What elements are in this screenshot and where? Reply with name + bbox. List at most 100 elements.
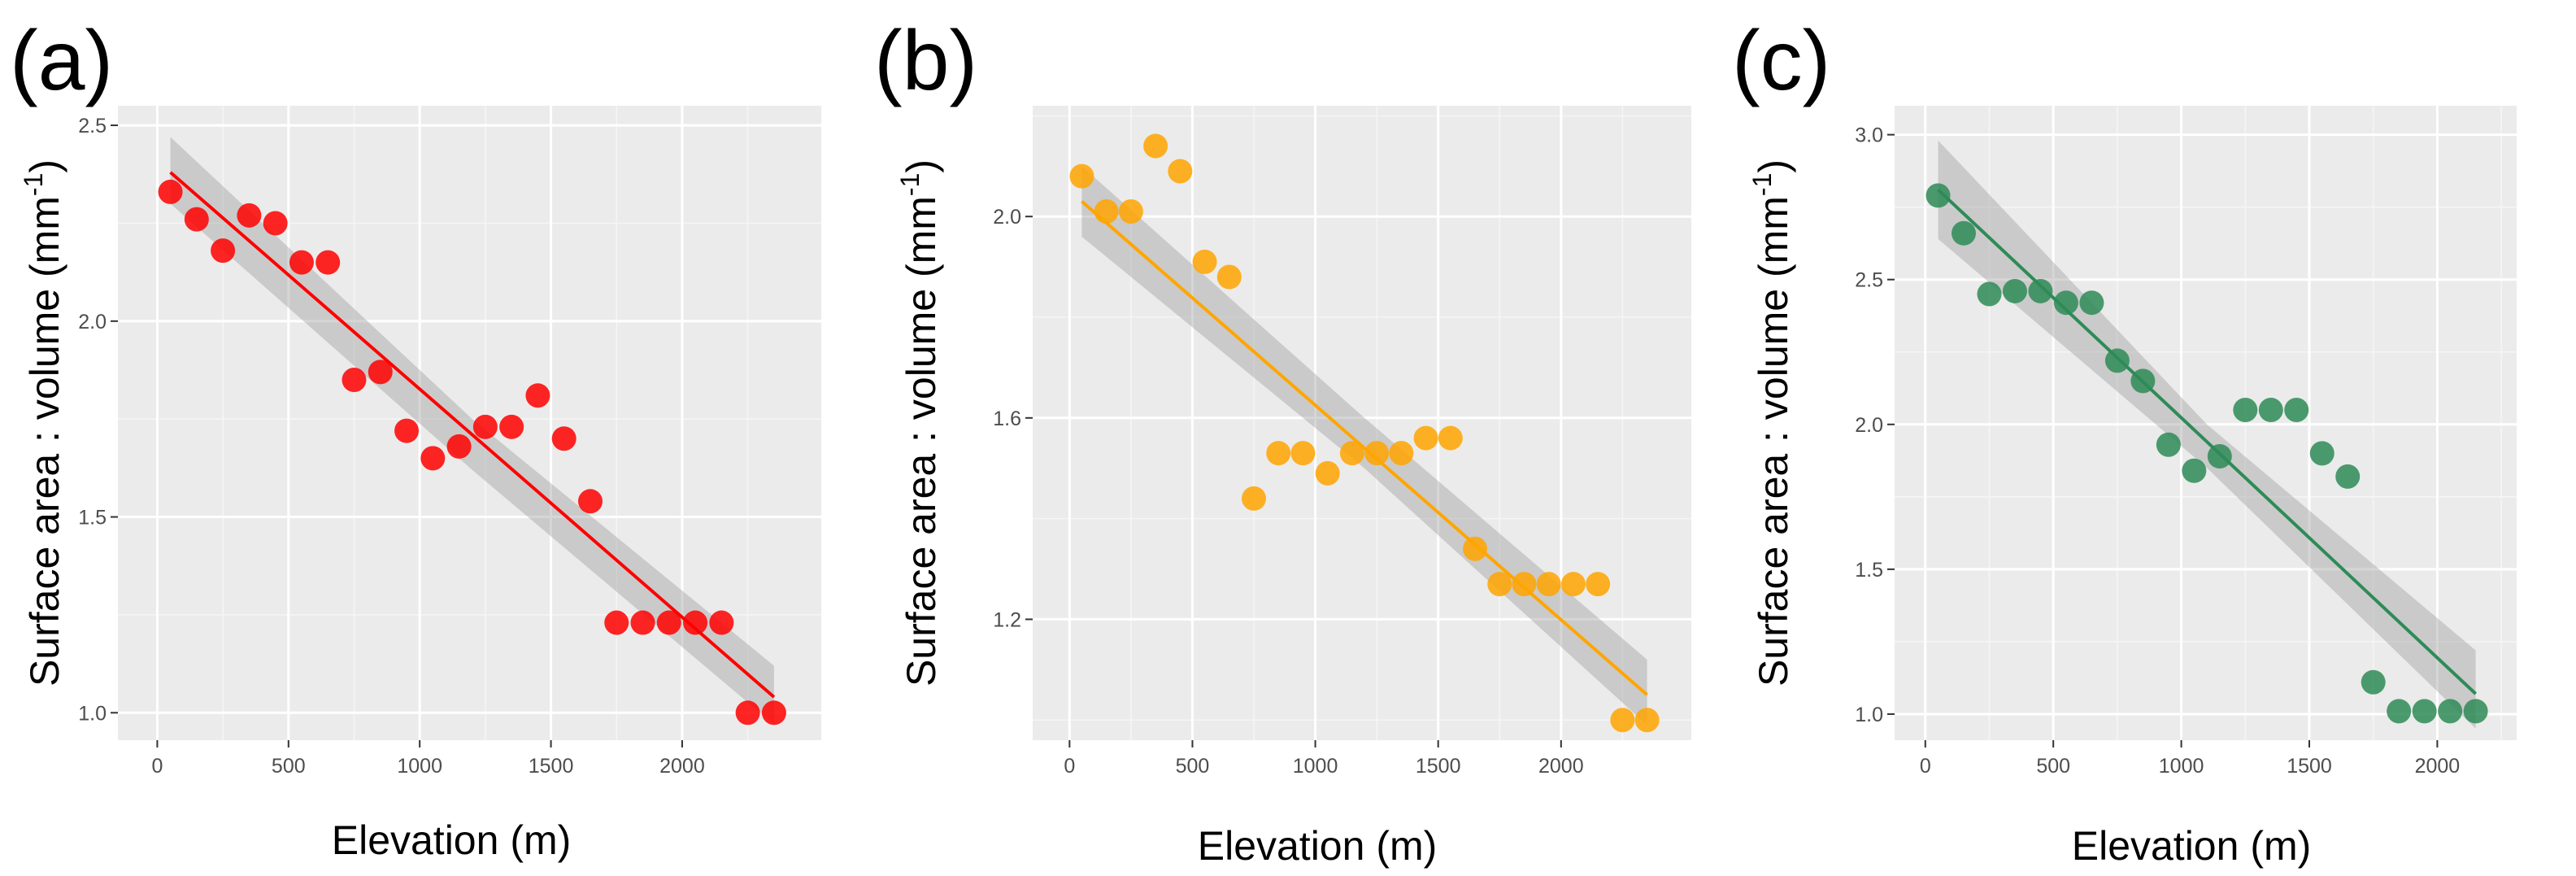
x-axis-title: Elevation (m)	[1198, 823, 1438, 869]
x-tick-label: 1500	[1416, 755, 1461, 778]
y-axis-title-close: )	[1751, 159, 1796, 173]
confidence-band	[1938, 140, 2476, 729]
data-point	[1389, 441, 1414, 466]
y-axis-title: Surface area : volume (mm-1)	[1747, 159, 1796, 686]
data-point	[368, 360, 393, 385]
data-point	[263, 211, 288, 236]
data-point	[1925, 183, 1951, 208]
data-point	[761, 700, 786, 726]
x-tick-label: 1000	[2159, 755, 2204, 778]
data-point	[2079, 290, 2104, 316]
data-point	[2438, 699, 2463, 724]
y-axis-title-superscript: -1	[895, 173, 925, 196]
data-point	[735, 700, 760, 726]
data-point	[2463, 699, 2488, 724]
data-point	[2207, 443, 2232, 469]
data-point	[1560, 572, 1586, 597]
data-point	[1339, 441, 1364, 466]
data-point	[2182, 458, 2207, 483]
chart-panel-a: 0 500 1000 1500 2000 1.0 1.5 2.0 2.5 (a) Elevation…	[10, 14, 821, 863]
y-tick-label: 2.0	[1855, 414, 1883, 437]
data-point	[2361, 669, 2386, 695]
data-point	[1192, 249, 1217, 274]
regression-line	[1081, 200, 1648, 696]
y-tick-label: 2.0	[993, 206, 1021, 229]
data-point	[683, 610, 708, 635]
data-point	[1438, 425, 1463, 451]
y-tick-label: 2.5	[78, 115, 107, 137]
x-tick-label: 0	[1064, 755, 1075, 778]
x-tick-label: 2000	[659, 755, 705, 778]
data-point	[158, 179, 183, 204]
x-tick-label: 500	[1176, 755, 1210, 778]
data-point	[237, 203, 262, 228]
panel-label: (c)	[1732, 14, 1830, 108]
data-point	[315, 250, 341, 275]
data-point	[1069, 163, 1094, 189]
chart-panel-c: 0 500 1000 1500 2000 1.0 1.5 2.0 2.5 3.0 (c) Elevat…	[1732, 14, 2517, 869]
data-point	[656, 610, 681, 635]
data-point	[2335, 464, 2361, 489]
y-axis-title-main: Surface area : volume (mm	[1751, 196, 1796, 686]
x-tick-label: 1000	[1293, 755, 1338, 778]
y-axis-title-main: Surface area : volume (mm	[899, 196, 944, 686]
y-tick-label: 1.5	[1855, 559, 1883, 582]
x-tick-label: 0	[1920, 755, 1931, 778]
y-axis-title: Surface area : volume (mm-1)	[895, 159, 944, 686]
data-point	[1952, 220, 1976, 246]
y-tick-label: 1.0	[78, 702, 107, 725]
data-point	[2309, 441, 2334, 466]
y-axis-title-main: Surface area : volume (mm	[22, 196, 67, 686]
regression-line	[1937, 188, 2477, 695]
data-point	[1977, 281, 2002, 307]
data-point	[1168, 159, 1193, 184]
y-tick-label: 1.5	[78, 507, 107, 530]
y-tick-label: 2.5	[1855, 269, 1883, 292]
y-tick-label: 3.0	[1855, 124, 1883, 147]
data-point	[630, 610, 655, 635]
data-point	[394, 418, 420, 443]
data-point	[2104, 348, 2130, 373]
data-point	[577, 489, 603, 514]
data-point	[499, 414, 524, 439]
x-tick-label: 2000	[1538, 755, 1584, 778]
regression-line	[169, 171, 776, 699]
data-point	[551, 426, 577, 451]
x-axis-title: Elevation (m)	[2072, 823, 2312, 869]
data-point	[2233, 397, 2258, 422]
data-point	[1094, 199, 1119, 224]
x-tick-label: 0	[151, 755, 163, 778]
data-point	[342, 368, 367, 393]
data-point	[1487, 572, 1512, 597]
data-point	[2002, 278, 2027, 303]
data-point	[1364, 441, 1390, 466]
confidence-band	[170, 137, 774, 725]
data-point	[2028, 278, 2053, 303]
data-point	[2284, 397, 2309, 422]
y-axis-title-close: )	[899, 159, 944, 173]
y-tick-label: 1.6	[993, 407, 1021, 430]
data-point	[472, 414, 498, 439]
data-point	[446, 434, 472, 459]
data-point	[2412, 699, 2437, 724]
data-point	[2258, 397, 2283, 422]
data-point	[1266, 441, 1291, 466]
data-point	[1512, 572, 1537, 597]
data-point	[709, 610, 734, 635]
x-tick-label: 500	[272, 755, 306, 778]
panel-label: (b)	[874, 14, 977, 108]
panel-label: (a)	[10, 14, 113, 108]
y-tick-label: 1.0	[1855, 704, 1883, 726]
data-point	[1413, 425, 1438, 451]
y-axis-title-superscript: -1	[1747, 173, 1777, 196]
y-axis-title-superscript: -1	[19, 173, 48, 196]
data-point	[211, 238, 236, 264]
x-tick-label: 1500	[529, 755, 574, 778]
data-point	[1610, 708, 1635, 733]
data-point	[2156, 432, 2181, 457]
data-point	[289, 250, 314, 275]
data-point	[604, 610, 629, 635]
y-tick-label: 2.0	[78, 311, 107, 333]
data-point	[1242, 486, 1267, 511]
